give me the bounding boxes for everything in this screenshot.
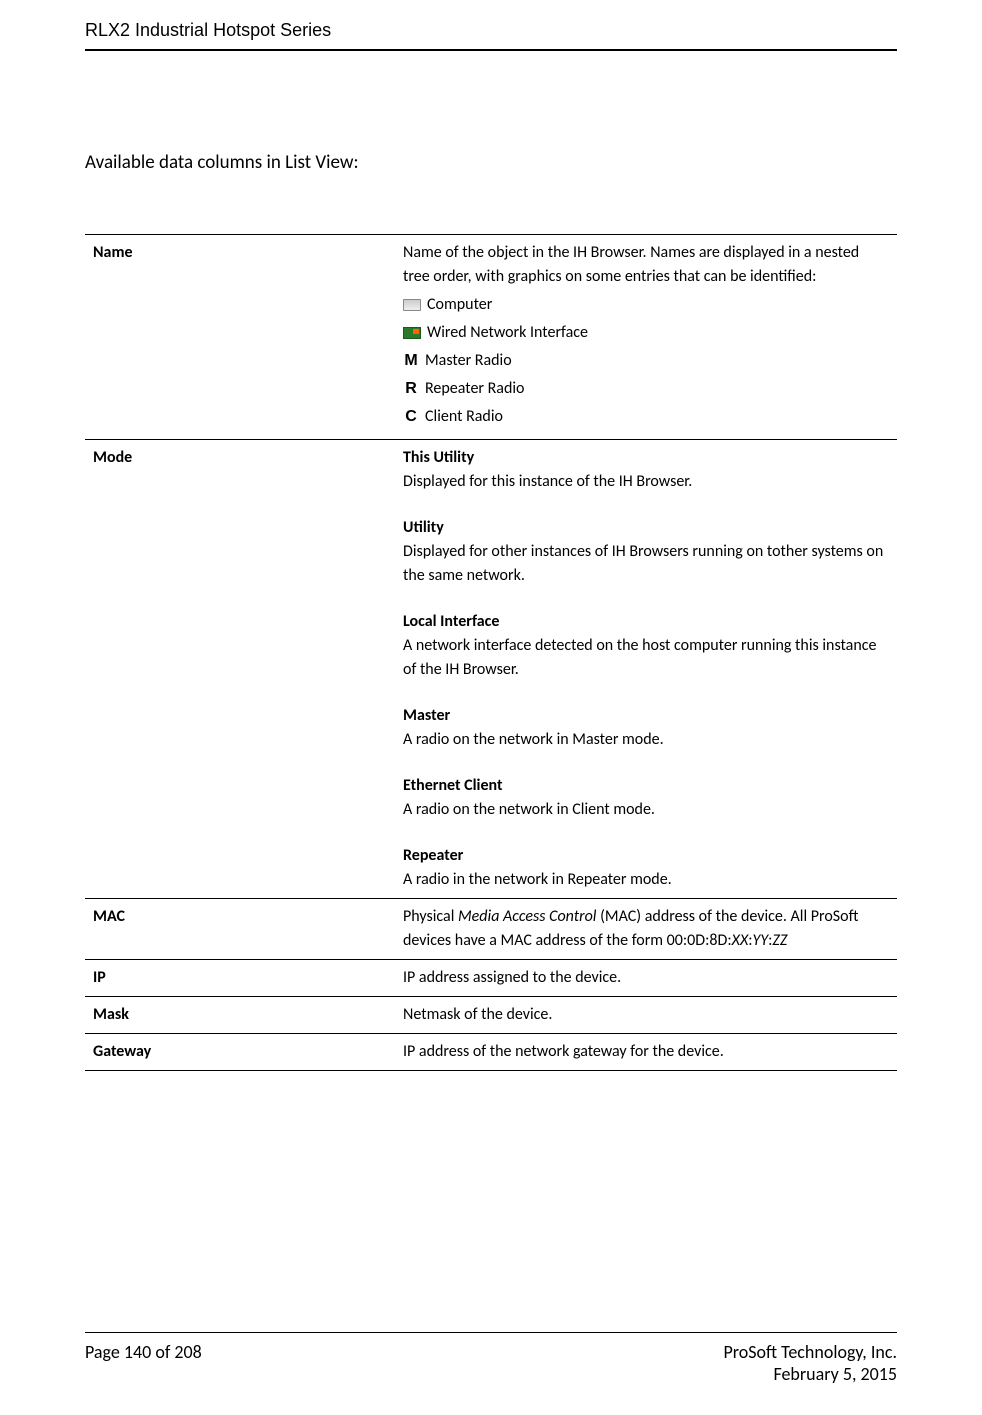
client-icon: C xyxy=(403,410,419,424)
row-desc-mode: This Utility Displayed for this instance… xyxy=(395,440,897,899)
icon-label-repeater: Repeater Radio xyxy=(425,377,524,401)
row-desc-mac: Physical Media Access Control (MAC) addr… xyxy=(395,899,897,960)
row-desc-name: Name of the object in the IH Browser. Na… xyxy=(395,235,897,440)
table-row-mac: MAC Physical Media Access Control (MAC) … xyxy=(85,899,897,960)
header-title: RLX2 Industrial Hotspot Series xyxy=(85,20,897,41)
mode-desc-repeater: A radio in the network in Repeater mode. xyxy=(403,868,889,892)
row-label-name: Name xyxy=(85,235,395,440)
row-desc-mask: Netmask of the device. xyxy=(395,997,897,1034)
mac-pre: Physical xyxy=(403,907,458,926)
mode-desc-this-utility: Displayed for this instance of the IH Br… xyxy=(403,470,889,494)
row-label-ip: IP xyxy=(85,960,395,997)
mode-local-interface: Local Interface A network interface dete… xyxy=(403,610,889,682)
mode-heading-this-utility: This Utility xyxy=(403,446,889,470)
row-desc-ip: IP address assigned to the device. xyxy=(395,960,897,997)
icon-line-repeater: R Repeater Radio xyxy=(403,377,889,401)
table-row-name: Name Name of the object in the IH Browse… xyxy=(85,235,897,440)
mode-heading-utility: Utility xyxy=(403,516,889,540)
mac-xx: XX xyxy=(732,931,749,950)
footer-date: February 5, 2015 xyxy=(723,1363,897,1385)
row-label-mode: Mode xyxy=(85,440,395,899)
icon-line-master: M Master Radio xyxy=(403,349,889,373)
footer-row: Page 140 of 208 ProSoft Technology, Inc.… xyxy=(85,1341,897,1385)
mac-yy: YY xyxy=(753,931,769,950)
footer-right: ProSoft Technology, Inc. February 5, 201… xyxy=(723,1341,897,1385)
mode-desc-utility: Displayed for other instances of IH Brow… xyxy=(403,540,889,588)
icon-label-master: Master Radio xyxy=(425,349,512,373)
footer-company: ProSoft Technology, Inc. xyxy=(723,1341,897,1363)
mode-master: Master A radio on the network in Master … xyxy=(403,704,889,752)
icon-label-computer: Computer xyxy=(427,293,492,317)
row-label-gateway: Gateway xyxy=(85,1034,395,1071)
footer-divider xyxy=(85,1332,897,1333)
mode-heading-repeater: Repeater xyxy=(403,844,889,868)
icon-line-wired: Wired Network Interface xyxy=(403,321,889,345)
row-label-mac: MAC xyxy=(85,899,395,960)
mode-heading-local-interface: Local Interface xyxy=(403,610,889,634)
page-header: RLX2 Industrial Hotspot Series xyxy=(85,20,897,51)
mode-desc-local-interface: A network interface detected on the host… xyxy=(403,634,889,682)
row-desc-gateway: IP address of the network gateway for th… xyxy=(395,1034,897,1071)
columns-table: Name Name of the object in the IH Browse… xyxy=(85,234,897,1071)
mode-heading-ethernet-client: Ethernet Client xyxy=(403,774,889,798)
section-title: Available data columns in List View: xyxy=(85,151,897,174)
mac-italic: Media Access Control xyxy=(458,907,596,926)
table-row-mask: Mask Netmask of the device. xyxy=(85,997,897,1034)
mac-zz: ZZ xyxy=(772,931,787,950)
mode-heading-master: Master xyxy=(403,704,889,728)
footer-page: Page 140 of 208 xyxy=(85,1341,202,1385)
mode-repeater: Repeater A radio in the network in Repea… xyxy=(403,844,889,892)
table-row-mode: Mode This Utility Displayed for this ins… xyxy=(85,440,897,899)
icon-label-wired: Wired Network Interface xyxy=(427,321,588,345)
master-icon: M xyxy=(403,354,419,368)
icon-label-client: Client Radio xyxy=(425,405,503,429)
table-row-gateway: Gateway IP address of the network gatewa… xyxy=(85,1034,897,1071)
mode-ethernet-client: Ethernet Client A radio on the network i… xyxy=(403,774,889,822)
name-description: Name of the object in the IH Browser. Na… xyxy=(403,241,889,289)
row-label-mask: Mask xyxy=(85,997,395,1034)
header-divider xyxy=(85,49,897,51)
icon-line-client: C Client Radio xyxy=(403,405,889,429)
page-footer: Page 140 of 208 ProSoft Technology, Inc.… xyxy=(85,1332,897,1385)
mode-utility: Utility Displayed for other instances of… xyxy=(403,516,889,588)
repeater-icon: R xyxy=(403,382,419,396)
icon-line-computer: Computer xyxy=(403,293,889,317)
network-icon xyxy=(403,327,421,339)
mode-desc-ethernet-client: A radio on the network in Client mode. xyxy=(403,798,889,822)
table-row-ip: IP IP address assigned to the device. xyxy=(85,960,897,997)
mode-this-utility: This Utility Displayed for this instance… xyxy=(403,446,889,494)
mode-desc-master: A radio on the network in Master mode. xyxy=(403,728,889,752)
computer-icon xyxy=(403,299,421,311)
